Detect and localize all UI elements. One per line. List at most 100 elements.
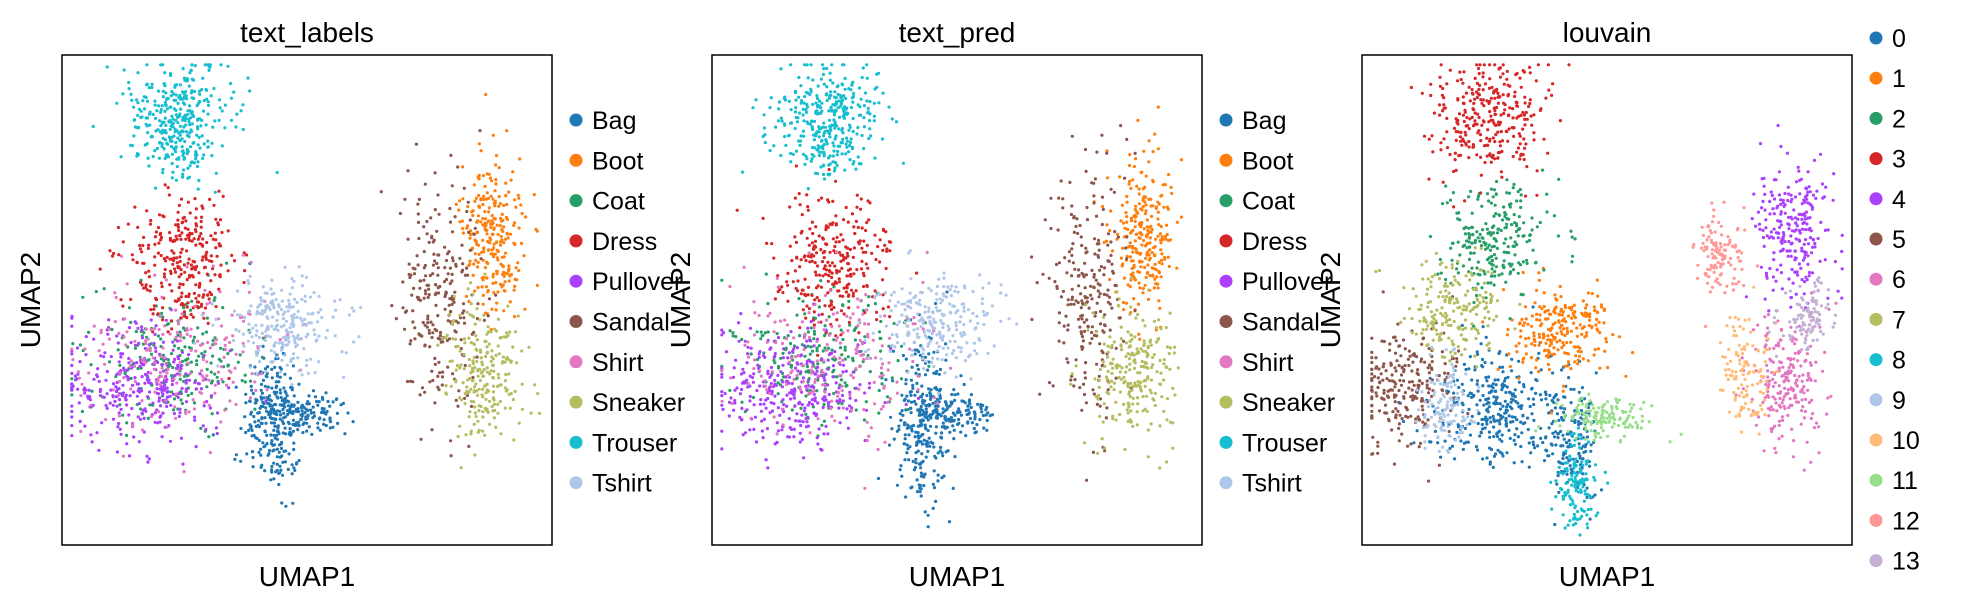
- point-coat: [139, 407, 143, 411]
- point-bag: [283, 398, 287, 403]
- point-pullover: [169, 403, 173, 407]
- point-sandal: [422, 278, 426, 282]
- point-shirt: [895, 391, 900, 395]
- point-pullover: [70, 371, 74, 375]
- point-trouser: [188, 104, 192, 108]
- point-trouser: [196, 187, 200, 191]
- point-sneaker: [508, 406, 512, 410]
- point-sneaker: [469, 399, 474, 403]
- point-boot: [1169, 185, 1173, 189]
- point-sneaker: [1149, 422, 1153, 426]
- point-sneaker: [456, 434, 460, 439]
- point-shirt: [131, 423, 135, 427]
- point-coat: [821, 349, 825, 353]
- point-sneaker: [507, 392, 511, 396]
- point-boot: [1133, 239, 1137, 243]
- point-sandal: [459, 347, 463, 351]
- point-dress: [861, 250, 865, 254]
- point-bag: [927, 352, 931, 356]
- point-shirt: [872, 380, 876, 384]
- point-pullover: [772, 355, 776, 359]
- point-pullover: [732, 408, 736, 412]
- point-pullover: [96, 367, 100, 371]
- point-pullover: [177, 414, 181, 419]
- point-dress: [179, 303, 183, 307]
- point-sandal: [1085, 250, 1089, 254]
- point-trouser: [163, 71, 167, 75]
- point-sandal: [409, 273, 413, 277]
- point-dress: [206, 321, 210, 325]
- point-shirt: [772, 415, 776, 419]
- point-trouser: [195, 164, 200, 168]
- point-shirt: [228, 340, 232, 345]
- point-sneaker: [1142, 342, 1146, 346]
- point-pullover: [83, 391, 87, 395]
- point-sandal: [416, 212, 420, 216]
- point-bag: [260, 463, 264, 467]
- point-dress: [179, 251, 183, 255]
- point-pullover: [739, 387, 744, 392]
- point-sneaker: [1094, 395, 1098, 399]
- point-boot: [1141, 187, 1145, 191]
- point-tshirt: [276, 312, 280, 316]
- point-shirt: [202, 400, 207, 404]
- point-shirt: [249, 260, 253, 264]
- point-pullover: [791, 392, 795, 396]
- point-dress: [806, 285, 811, 289]
- point-coat: [71, 342, 75, 346]
- point-sandal: [461, 302, 466, 306]
- point-pullover: [841, 370, 845, 374]
- point-pullover: [854, 398, 858, 403]
- point-sandal: [1125, 257, 1129, 261]
- point-dress: [141, 243, 145, 248]
- point-sneaker: [1097, 378, 1101, 382]
- point-boot: [471, 213, 475, 218]
- point-boot: [1137, 192, 1141, 196]
- point-pullover: [788, 426, 792, 430]
- point-sandal: [1098, 397, 1103, 401]
- point-bag: [904, 495, 908, 499]
- point-boot: [517, 196, 521, 200]
- point-bag: [964, 434, 968, 438]
- point-dress: [162, 275, 167, 279]
- point-bag: [920, 423, 924, 427]
- point-tshirt: [264, 329, 268, 333]
- point-bag: [265, 433, 269, 437]
- point-bag: [928, 444, 932, 448]
- point-sneaker: [1106, 369, 1110, 373]
- point-dress: [834, 222, 838, 226]
- point-pullover: [737, 321, 741, 325]
- point-sandal: [1047, 381, 1052, 385]
- point-boot: [512, 198, 517, 202]
- point-shirt: [766, 314, 770, 318]
- point-coat: [815, 389, 819, 393]
- point-sneaker: [514, 361, 519, 365]
- point-pullover: [82, 388, 86, 392]
- point-bag: [980, 410, 984, 414]
- point-tshirt: [254, 333, 258, 337]
- point-trouser: [119, 155, 123, 159]
- point-bag: [265, 409, 269, 413]
- point-boot: [1129, 278, 1133, 282]
- point-coat: [205, 316, 209, 320]
- point-bag: [919, 466, 923, 470]
- point-sandal: [462, 316, 466, 320]
- point-trouser: [182, 168, 186, 172]
- point-pullover: [731, 375, 736, 379]
- point-sandal: [461, 262, 465, 266]
- point-dress: [833, 264, 837, 268]
- point-sandal: [1072, 215, 1076, 219]
- point-sneaker: [482, 368, 486, 372]
- point-trouser: [205, 97, 209, 101]
- point-shirt: [851, 312, 855, 316]
- point-shirt: [194, 349, 198, 353]
- point-pullover: [118, 427, 122, 431]
- point-boot: [492, 291, 496, 295]
- point-coat: [125, 433, 129, 437]
- point-sneaker: [1117, 297, 1121, 301]
- point-sneaker: [1128, 368, 1132, 372]
- point-dress: [179, 197, 184, 201]
- point-dress: [817, 198, 821, 202]
- point-sneaker: [445, 333, 449, 337]
- point-pullover: [787, 351, 791, 355]
